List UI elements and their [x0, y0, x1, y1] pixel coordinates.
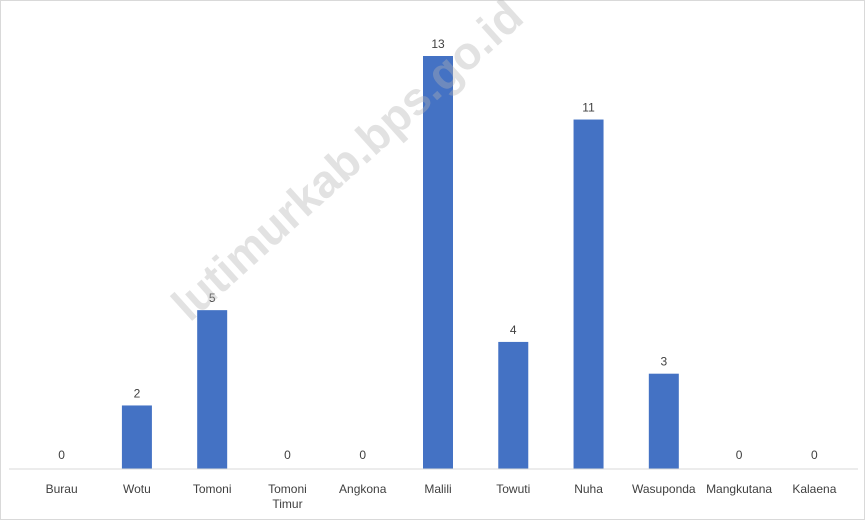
data-labels-group: 0 2 5 0 0 13 4 11 3 0 0 [58, 37, 818, 462]
data-label-angkona: 0 [359, 448, 366, 462]
bar-towuti [498, 341, 529, 469]
x-tick-label-angkona: Angkona [339, 482, 387, 496]
bars-group [121, 56, 679, 470]
x-tick-label-mangkutana: Mangkutana [706, 482, 772, 496]
data-label-tomoni-timur: 0 [284, 448, 291, 462]
x-tick-labels-group: Burau Wotu Tomoni Tomoni Timur Angkona Malili T… [46, 482, 837, 511]
data-label-towuti: 4 [510, 323, 517, 337]
data-label-mangkutana: 0 [736, 448, 743, 462]
x-tick-label-malili: Malili [424, 482, 451, 496]
data-label-wotu: 2 [134, 386, 141, 400]
bar-tomoni [197, 310, 228, 469]
data-label-nuha: 11 [582, 101, 595, 115]
bar-wasuponda [648, 373, 679, 469]
bar-malili [423, 56, 453, 469]
x-tick-label-tomoni-timur: Tomoni Timur [268, 482, 307, 511]
data-label-wasuponda: 3 [660, 355, 667, 369]
bar-wotu [121, 405, 152, 469]
x-tick-label-wotu: Wotu [123, 482, 151, 496]
data-label-burau: 0 [58, 448, 65, 462]
x-tick-label-burau: Burau [46, 482, 78, 496]
data-label-tomoni: 5 [209, 291, 216, 305]
data-label-malili: 13 [431, 37, 445, 51]
x-tick-label-nuha: Nuha [574, 482, 603, 496]
x-tick-label-wasuponda: Wasuponda [632, 482, 696, 496]
x-tick-label-kalaena: Kalaena [792, 482, 836, 496]
data-label-kalaena: 0 [811, 448, 818, 462]
x-tick-label-towuti: Towuti [496, 482, 530, 496]
bar-nuha [573, 119, 604, 470]
x-tick-label-tomoni: Tomoni [193, 482, 232, 496]
